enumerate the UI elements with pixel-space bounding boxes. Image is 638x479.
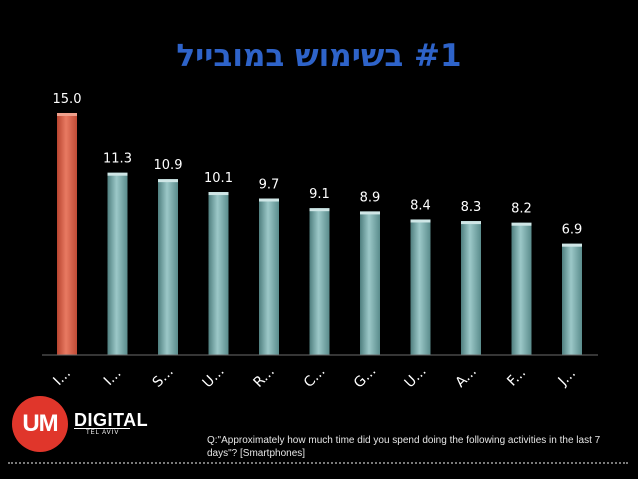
tick-label-4: U...: [200, 363, 228, 391]
data-label-8: 8.4: [410, 198, 431, 213]
bar-7: [360, 211, 380, 355]
bar-cap-5: [259, 198, 279, 202]
um-digital-logo: UM DIGITAL TEL AVIV: [10, 396, 148, 452]
bar-9: [461, 221, 481, 355]
bar-5: [259, 198, 279, 355]
bar-3: [158, 179, 178, 355]
bar-11: [562, 243, 582, 355]
tick-label-9: A...: [452, 363, 479, 390]
bar-1: [57, 113, 77, 355]
logo-divider: [74, 428, 130, 429]
tick-label-10: F...: [504, 365, 529, 390]
bar-2: [107, 172, 128, 355]
data-label-11: 6.9: [562, 223, 583, 238]
data-label-5: 9.7: [259, 178, 280, 193]
data-label-2: 11.3: [103, 152, 132, 167]
footnote: Q:"Approximately how much time did you s…: [207, 435, 601, 459]
tick-label-2: I...: [101, 365, 125, 389]
data-label-6: 9.1: [309, 187, 330, 202]
logo-mark: UM: [22, 410, 58, 437]
bar-cap-10: [511, 222, 532, 226]
bar-cap-3: [158, 179, 178, 183]
tick-label-1: I...: [50, 365, 74, 389]
data-label-9: 8.3: [461, 200, 482, 215]
bar-10: [511, 222, 532, 355]
data-label-3: 10.9: [154, 158, 183, 173]
bar-cap-11: [562, 243, 582, 247]
bar-4: [208, 192, 229, 355]
data-label-7: 8.9: [360, 190, 381, 205]
tick-label-6: C...: [301, 363, 329, 391]
bar-cap-1: [57, 113, 77, 116]
tick-label-5: R...: [251, 364, 278, 391]
data-label-1: 15.0: [53, 92, 82, 107]
bar-6: [309, 208, 330, 355]
bar-cap-7: [360, 211, 380, 215]
chart-title: #1 בשימוש במובייל: [176, 38, 462, 74]
logo-name: DIGITAL: [74, 410, 149, 430]
tick-label-11: J...: [555, 365, 579, 389]
bar-cap-8: [410, 219, 431, 223]
bar-8: [410, 219, 431, 355]
data-label-10: 8.2: [511, 202, 532, 217]
dotted-divider: [8, 462, 628, 464]
bar-cap-9: [461, 221, 481, 225]
bar-cap-4: [208, 192, 229, 196]
tick-label-3: S...: [150, 364, 177, 391]
logo-circle: UM: [12, 396, 68, 452]
logo-subtitle: TEL AVIV: [86, 430, 120, 436]
tick-label-8: U...: [402, 363, 430, 391]
data-label-4: 10.1: [204, 171, 233, 186]
bar-cap-2: [107, 172, 128, 176]
tick-label-7: G...: [351, 363, 379, 391]
bar-cap-6: [309, 208, 330, 212]
